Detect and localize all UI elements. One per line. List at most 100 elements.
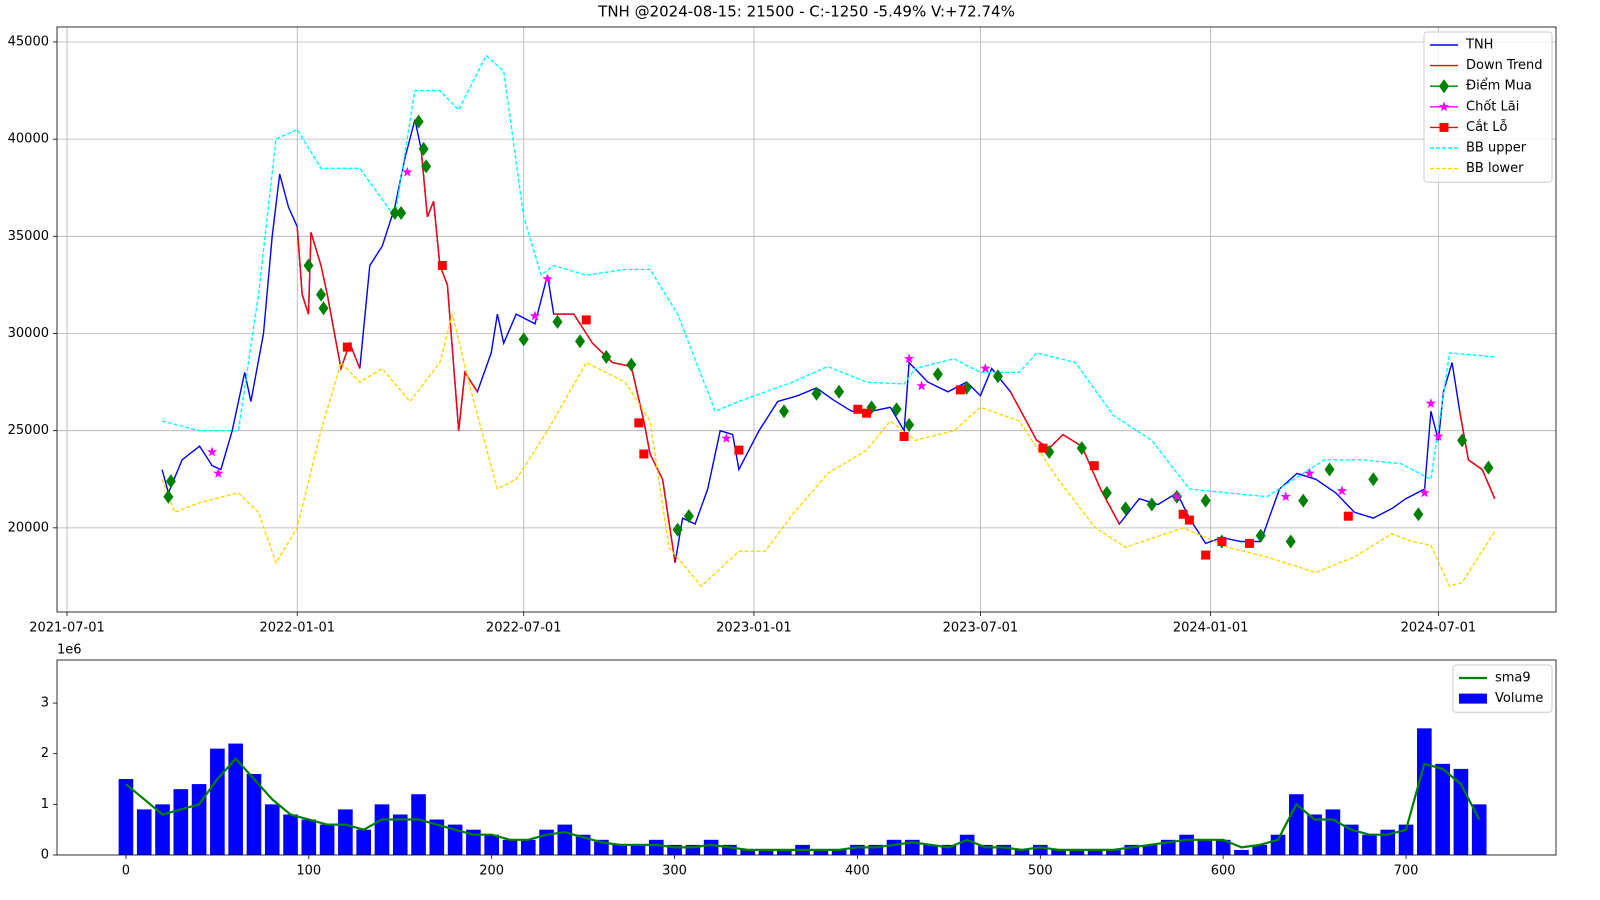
marker	[1146, 497, 1157, 512]
plot-frame	[56, 26, 1557, 613]
bar	[502, 839, 518, 855]
bar	[173, 789, 189, 855]
bar	[155, 804, 170, 855]
marker	[903, 353, 915, 364]
legend-swatch	[1459, 693, 1487, 704]
x-tick-label: 2023-01-01	[716, 621, 792, 636]
bar	[191, 784, 207, 855]
x-tick-label: 2024-01-01	[1173, 621, 1249, 636]
legend-label: Down Trend	[1466, 58, 1543, 73]
bar	[630, 844, 646, 855]
bar	[210, 748, 225, 855]
legend-label: Cắt Lỗ	[1466, 120, 1508, 135]
x-tick-label: 2023-07-01	[943, 621, 1019, 636]
y-tick-label: 0	[41, 848, 49, 863]
bar	[813, 849, 829, 855]
axis-offset-label: 1e6	[57, 643, 82, 658]
y-tick-label: 40000	[8, 132, 49, 147]
marker	[1076, 441, 1087, 456]
bar	[886, 839, 902, 855]
bar	[283, 814, 298, 855]
marker	[303, 258, 314, 273]
bar	[996, 844, 1012, 855]
marker	[1200, 493, 1211, 508]
bar	[703, 839, 719, 855]
bar	[338, 809, 353, 855]
bar	[1197, 839, 1213, 855]
marker	[1184, 515, 1194, 525]
bar	[1471, 804, 1487, 855]
y-tick-label: 30000	[8, 326, 49, 341]
x-tick-label: 600	[1211, 864, 1236, 879]
x-tick-label: 500	[1028, 864, 1053, 879]
bar	[1069, 849, 1085, 855]
bar	[319, 824, 335, 855]
marker	[1285, 534, 1296, 549]
legend-label: sma9	[1495, 671, 1531, 686]
series-line	[125, 757, 1481, 852]
bar	[356, 829, 371, 855]
marker	[899, 432, 909, 441]
marker	[1298, 493, 1309, 508]
bar	[264, 804, 280, 855]
marker	[1304, 467, 1315, 478]
bar	[1252, 844, 1268, 855]
x-tick-label: 2022-01-01	[259, 621, 335, 636]
marker	[932, 367, 943, 382]
bar	[667, 844, 682, 855]
bar	[118, 779, 134, 855]
legend-label: TNH	[1465, 38, 1493, 53]
marker	[834, 384, 845, 399]
bar	[1343, 824, 1359, 855]
marker	[437, 260, 447, 270]
bar	[978, 844, 993, 855]
bar	[1215, 839, 1231, 855]
marker	[413, 114, 424, 129]
bar	[1179, 834, 1194, 855]
series-line	[161, 313, 1496, 588]
legend-box	[1423, 31, 1553, 183]
x-tick-label: 2022-07-01	[486, 621, 562, 636]
y-tick-label: 25000	[8, 423, 49, 438]
bar	[1362, 834, 1377, 855]
series-line	[161, 119, 1496, 563]
bar	[648, 839, 664, 855]
marker	[734, 445, 744, 455]
marker	[904, 417, 915, 432]
bar	[1380, 829, 1396, 855]
marker	[542, 273, 553, 284]
marker	[1483, 460, 1494, 475]
bar	[484, 834, 500, 855]
x-tick-label: 0	[122, 864, 130, 879]
marker	[916, 380, 927, 391]
marker	[778, 404, 789, 419]
marker	[575, 334, 586, 349]
x-tick-label: 2021-07-01	[29, 621, 105, 636]
marker	[1457, 433, 1468, 448]
bar	[1417, 728, 1432, 855]
marker	[721, 432, 732, 443]
marker	[672, 522, 683, 537]
bar	[1453, 768, 1469, 855]
marker	[165, 474, 176, 489]
marker	[552, 314, 563, 329]
bar	[1325, 809, 1341, 855]
marker	[1368, 472, 1379, 487]
marker	[316, 287, 327, 302]
marker	[1038, 443, 1048, 453]
bar	[776, 849, 792, 855]
legend-marker	[1438, 101, 1450, 112]
plot-area	[118, 728, 1487, 855]
bar	[429, 819, 445, 855]
bar	[831, 849, 847, 855]
bar	[411, 794, 426, 855]
x-tick-label: 400	[845, 864, 870, 879]
marker	[421, 159, 432, 174]
marker	[1343, 511, 1353, 521]
marker	[853, 404, 863, 414]
marker	[418, 141, 429, 156]
series-line	[161, 54, 1495, 498]
marker	[1171, 491, 1183, 502]
bar	[246, 773, 262, 855]
bar	[941, 844, 957, 855]
